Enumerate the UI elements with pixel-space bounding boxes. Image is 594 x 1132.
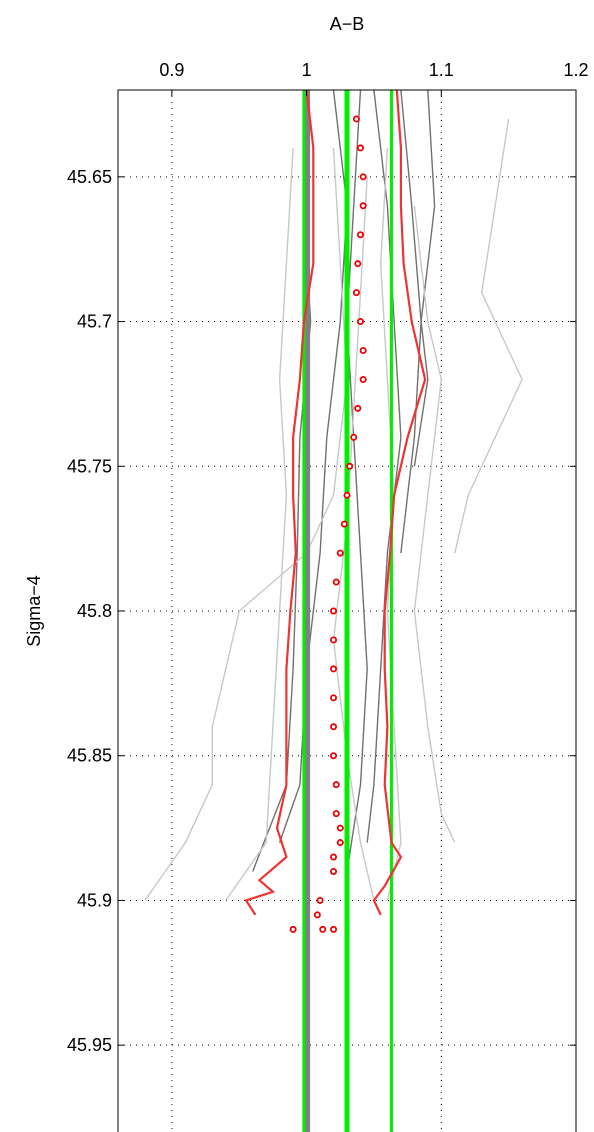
mean-point <box>352 289 360 297</box>
mean-point <box>340 520 348 528</box>
x-tick-label: 1.2 <box>563 60 588 80</box>
x-tick-label: 1 <box>302 60 312 80</box>
mean-point <box>356 231 364 239</box>
mean-point <box>332 810 340 818</box>
background-profile-line <box>413 205 456 843</box>
y-tick-label: 45.65 <box>67 167 112 187</box>
y-tick-label: 45.9 <box>77 890 112 910</box>
y-axis-title: Sigma−4 <box>24 575 44 647</box>
y-tick-label: 45.95 <box>67 1035 112 1055</box>
y-tick-label: 45.8 <box>77 601 112 621</box>
background-profile-line <box>413 89 436 467</box>
mean-point <box>359 202 367 210</box>
mean-point <box>332 781 340 789</box>
background-profile-line <box>332 176 375 901</box>
mean-point <box>350 433 358 441</box>
mean-point <box>319 925 327 933</box>
mean-point <box>330 694 338 702</box>
mean-point <box>330 752 338 760</box>
mean-point <box>356 144 364 152</box>
mean-point <box>359 375 367 383</box>
bound-lines <box>244 89 427 916</box>
mean-points <box>289 115 367 933</box>
x-axis-title: A−B <box>330 14 365 34</box>
mean-point <box>316 896 324 904</box>
upper-bound-line <box>372 89 427 916</box>
plot-frame <box>117 89 577 1132</box>
mean-point <box>356 318 364 326</box>
mean-point <box>330 723 338 731</box>
y-axis-ticks: 45.65 45.7 45.75 45.8 45.85 45.9 45.95 <box>67 167 576 1055</box>
mean-point <box>352 115 360 123</box>
mean-point <box>354 260 362 268</box>
reference-lines <box>302 90 393 1132</box>
mean-point <box>354 404 362 412</box>
x-tick-label: 0.9 <box>159 60 184 80</box>
mean-point <box>336 549 344 557</box>
mean-point <box>289 925 297 933</box>
mean-point <box>346 462 354 470</box>
mean-point <box>330 925 338 933</box>
mean-point <box>330 665 338 673</box>
mean-point <box>330 607 338 615</box>
mean-point <box>336 839 344 847</box>
background-profiles <box>144 89 523 901</box>
mean-point <box>359 173 367 181</box>
x-axis-ticks: 0.9 1 1.1 1.2 <box>159 60 589 96</box>
background-profile-line <box>454 118 523 554</box>
y-tick-label: 45.75 <box>67 456 112 476</box>
background-profile-line <box>144 147 348 901</box>
background-profile-line <box>400 89 422 554</box>
y-tick-label: 45.7 <box>77 312 112 332</box>
x-tick-label: 1.1 <box>429 60 454 80</box>
background-profile-line <box>346 89 368 872</box>
mean-point <box>332 578 340 586</box>
lower-bound-line <box>244 89 315 916</box>
mean-point <box>330 636 338 644</box>
mean-point <box>313 911 321 919</box>
mean-point <box>336 824 344 832</box>
mean-point <box>330 853 338 861</box>
y-tick-label: 45.85 <box>67 746 112 766</box>
mean-point <box>343 491 351 499</box>
mean-point <box>359 346 367 354</box>
background-profile-line <box>225 147 294 901</box>
mean-point <box>330 868 338 876</box>
